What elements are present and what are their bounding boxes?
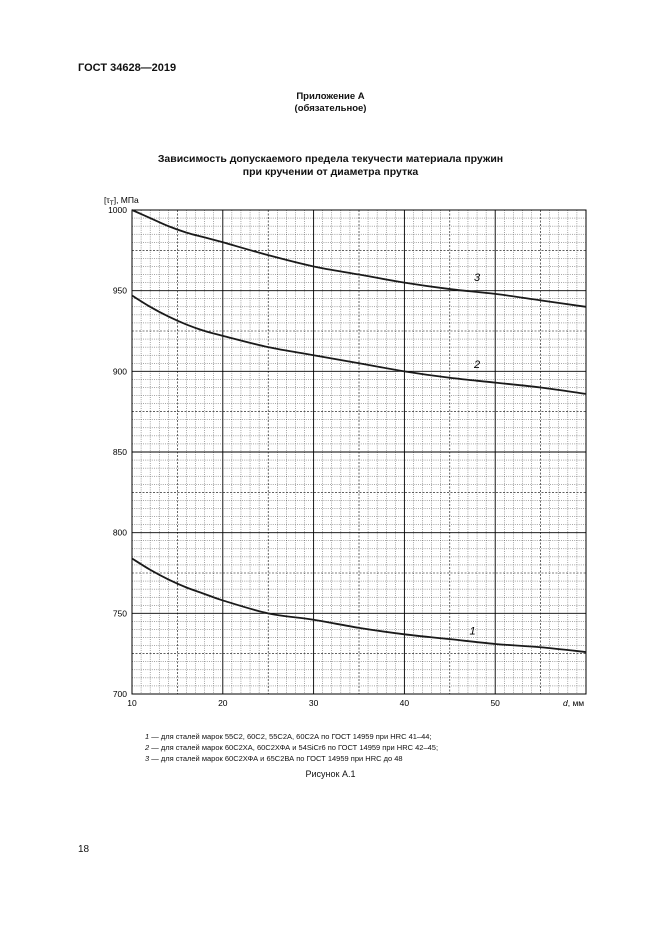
series-line-2 [131, 294, 587, 395]
x-tick-label: 50 [490, 698, 500, 708]
y-tick-label: 800 [113, 528, 127, 538]
y-axis-label-main: [τ [104, 195, 110, 205]
legend-item-2-num: 2 [145, 743, 150, 752]
y-axis-label-sub: Т [110, 200, 114, 207]
legend-item-3: 3 — для сталей марок 60С2ХФА и 65С2ВА по… [145, 753, 438, 764]
legend-item-2: 2 — для сталей марок 60С2ХА, 60С2ХФА и 5… [145, 742, 438, 753]
x-tick-label: 10 [127, 698, 137, 708]
y-tick-label: 1000 [108, 205, 127, 215]
y-tick-label: 950 [113, 286, 127, 296]
appendix-title: Приложение А [296, 91, 365, 102]
series-label-2: 2 [473, 359, 480, 371]
grid [131, 209, 587, 695]
series-line-1 [131, 557, 587, 653]
document-code: ГОСТ 34628—2019 [78, 62, 177, 74]
series-label-3: 3 [474, 272, 481, 284]
chart-title: Зависимость допускаемого предела текучес… [0, 153, 661, 179]
y-tick-label: 700 [113, 689, 127, 699]
tick-labels: 700 750 800 850 900 950 1000 10 20 30 40 50 [108, 205, 500, 708]
y-tick-label: 850 [113, 447, 127, 457]
legend-item-3-num: 3 [145, 754, 150, 763]
series-group: 1 2 3 [131, 209, 587, 653]
appendix-heading: Приложение А (обязательное) [0, 91, 661, 115]
series-line-3 [131, 209, 587, 308]
appendix-note: (обязательное) [294, 103, 367, 114]
series-label-1: 1 [469, 625, 475, 637]
chart-title-line1: Зависимость допускаемого предела текучес… [157, 153, 504, 165]
x-tick-label: 20 [218, 698, 228, 708]
x-tick-label: 30 [309, 698, 319, 708]
y-axis-label: [τТ], МПа [104, 195, 139, 207]
legend-item-1: 1 — для сталей марок 55С2, 60С2, 55С2А, … [145, 731, 438, 742]
figure-caption: Рисунок А.1 [305, 769, 356, 779]
page-number: 18 [78, 844, 90, 855]
legend-item-1-text: — для сталей марок 55С2, 60С2, 55С2А, 60… [149, 732, 432, 741]
x-axis-label: d, мм [563, 698, 584, 708]
chart-title-line2: при кручении от диаметра прутка [242, 166, 419, 178]
legend: 1 — для сталей марок 55С2, 60С2, 55С2А, … [145, 731, 438, 764]
legend-item-3-text: — для сталей марок 60С2ХФА и 65С2ВА по Г… [149, 754, 403, 763]
plot-frame [131, 209, 587, 695]
y-axis-label-unit: ], МПа [114, 195, 139, 205]
y-tick-label: 900 [113, 366, 127, 376]
legend-item-2-text: — для сталей марок 60С2ХА, 60С2ХФА и 54S… [149, 743, 439, 752]
x-axis-label-unit: , мм [568, 698, 585, 708]
x-tick-label: 40 [400, 698, 410, 708]
y-tick-label: 750 [113, 608, 127, 618]
x-axis-label-var: d [563, 698, 568, 708]
legend-item-1-num: 1 [145, 732, 150, 741]
